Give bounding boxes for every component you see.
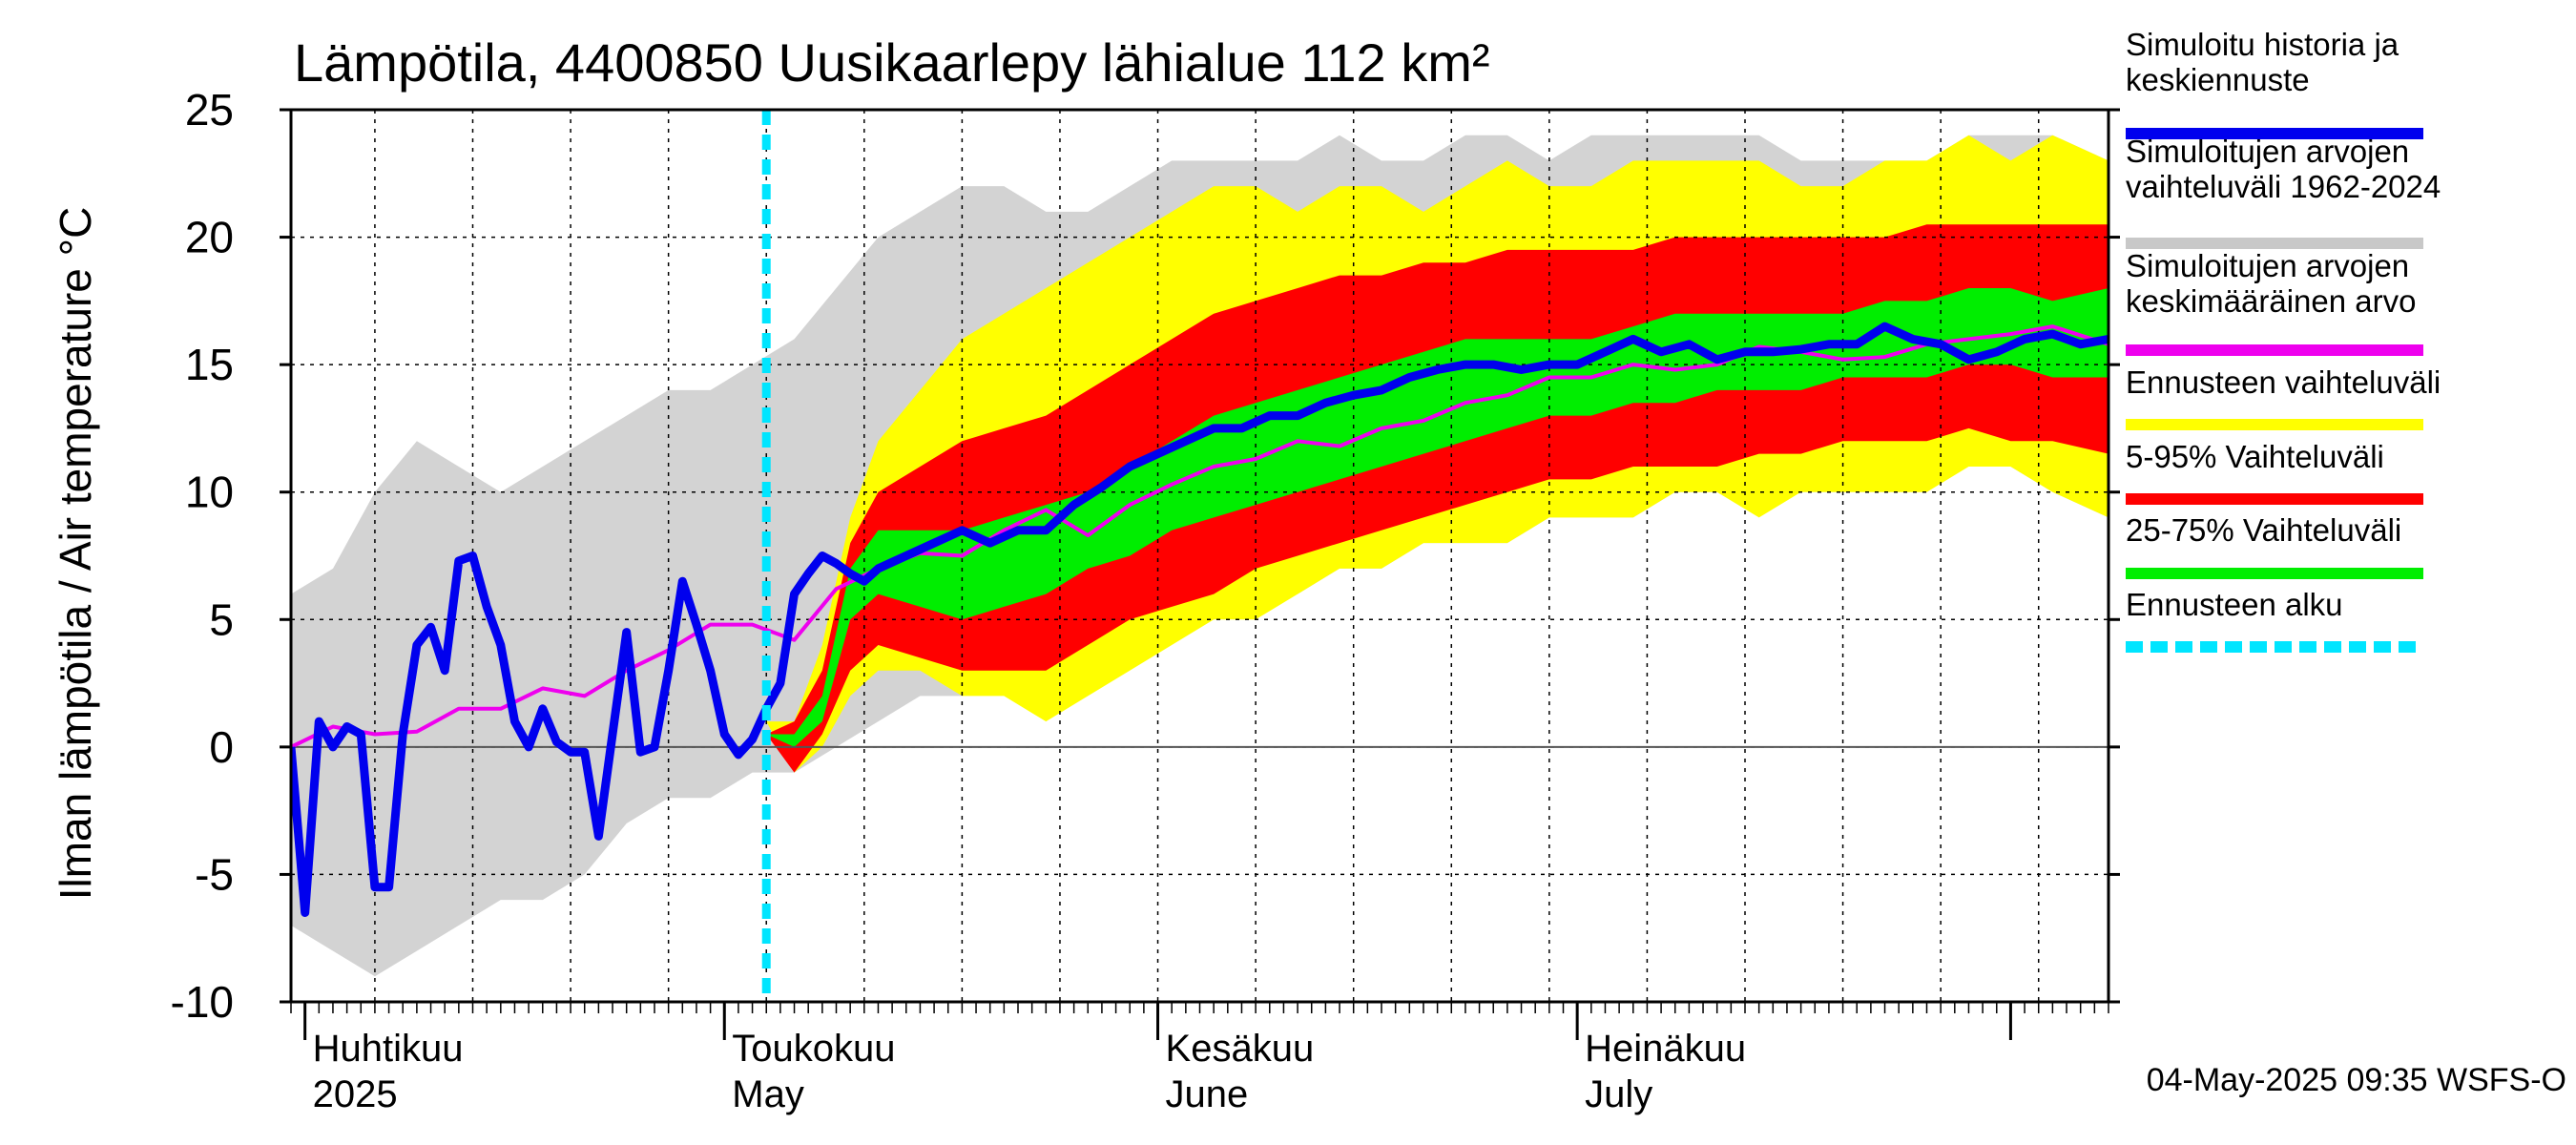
y-tick-label: 25 (185, 85, 234, 135)
legend-label: keskiennuste (2126, 62, 2310, 97)
legend-label: keskimääräinen arvo (2126, 283, 2416, 319)
x-month-label-secondary: May (732, 1073, 804, 1115)
legend-label: Simuloitu historia ja (2126, 27, 2399, 62)
series-line-5 (291, 322, 2109, 917)
x-month-label-secondary: July (1585, 1073, 1652, 1115)
legend-label: 25-75% Vaihteluväli (2126, 512, 2401, 548)
x-month-label: Huhtikuu (313, 1028, 464, 1070)
y-tick-label: -5 (195, 849, 234, 899)
legend-label: Simuloitujen arvojen (2126, 248, 2409, 283)
legend-label: Ennusteen alku (2126, 587, 2343, 622)
legend-label: Simuloitujen arvojen (2126, 134, 2409, 169)
y-axis-ticks: -10 -5 0 5 10 15 20 25 (171, 85, 2120, 1027)
legend-label: vaihteluväli 1962-2024 (2126, 169, 2441, 204)
x-month-label: Kesäkuu (1166, 1028, 1315, 1070)
y-tick-label: 5 (209, 594, 234, 644)
timestamp-footer: 04-May-2025 09:35 WSFS-O (2147, 1062, 2566, 1098)
y-tick-label: 0 (209, 722, 234, 772)
x-month-label: Heinäkuu (1585, 1028, 1746, 1070)
band-3 (766, 288, 2109, 747)
legend-label: Ennusteen vaihteluväli (2126, 364, 2441, 400)
y-tick-label: 20 (185, 213, 234, 262)
y-tick-label: -10 (171, 977, 234, 1027)
x-month-label-secondary: June (1166, 1073, 1249, 1115)
legend-label: 5-95% Vaihteluväli (2126, 439, 2384, 474)
x-month-label: Toukokuu (732, 1028, 895, 1070)
y-axis-label: Ilman lämpötila / Air temperature °C (51, 207, 100, 901)
series-lines (291, 322, 2109, 917)
chart-title: Lämpötila, 4400850 Uusikaarlepy lähialue… (294, 32, 1490, 93)
y-tick-label: 10 (185, 468, 234, 517)
y-tick-label: 15 (185, 340, 234, 389)
x-month-label-secondary: 2025 (313, 1073, 398, 1115)
